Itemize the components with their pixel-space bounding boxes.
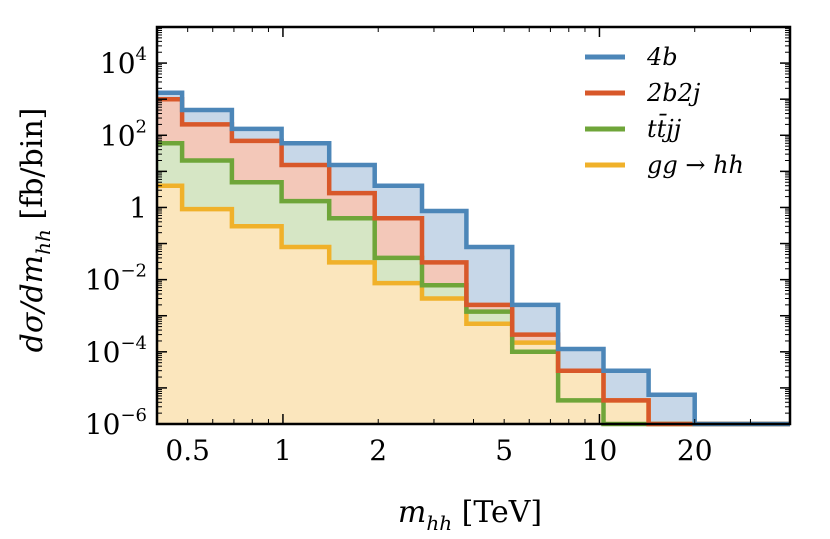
- x-tick-label: 0.5: [165, 434, 210, 467]
- y-tick-label: 10−4: [85, 333, 147, 369]
- plot-frame: [155, 25, 792, 426]
- y-tick-label: 10−2: [85, 261, 147, 297]
- y-tick-label: 104: [100, 44, 147, 80]
- x-tick-label: 20: [677, 434, 713, 467]
- fills-layer: [157, 92, 790, 425]
- fill-3: [157, 185, 790, 424]
- y-axis-title: dσ/dmhh [fb/bin]: [15, 108, 55, 353]
- legend: 4b 2b2j tt̄jj gg → hh: [585, 43, 744, 179]
- x-tick-label: 5: [495, 434, 513, 467]
- x-axis-title: mhh [TeV]: [398, 495, 542, 535]
- legend-label: gg → hh: [647, 151, 744, 179]
- y-tick-label: 1: [129, 191, 147, 224]
- x-tick-labels: 0.5 1 2 5 10 20: [165, 434, 712, 467]
- legend-label: 2b2j: [646, 79, 701, 107]
- legend-label: 4b: [646, 43, 678, 71]
- series-line-0: [157, 90, 790, 427]
- y-tick-label: 10−6: [85, 405, 147, 441]
- legend-label: tt̄jj: [647, 114, 682, 143]
- x-tick-label: 2: [369, 434, 387, 467]
- series-line-1: [157, 96, 790, 427]
- y-tick-labels: 104 102 1 10−2 10−4 10−6: [85, 44, 147, 441]
- y-tick-label: 102: [100, 116, 147, 152]
- x-tick-label: 10: [582, 434, 618, 467]
- x-tick-label: 1: [274, 434, 292, 467]
